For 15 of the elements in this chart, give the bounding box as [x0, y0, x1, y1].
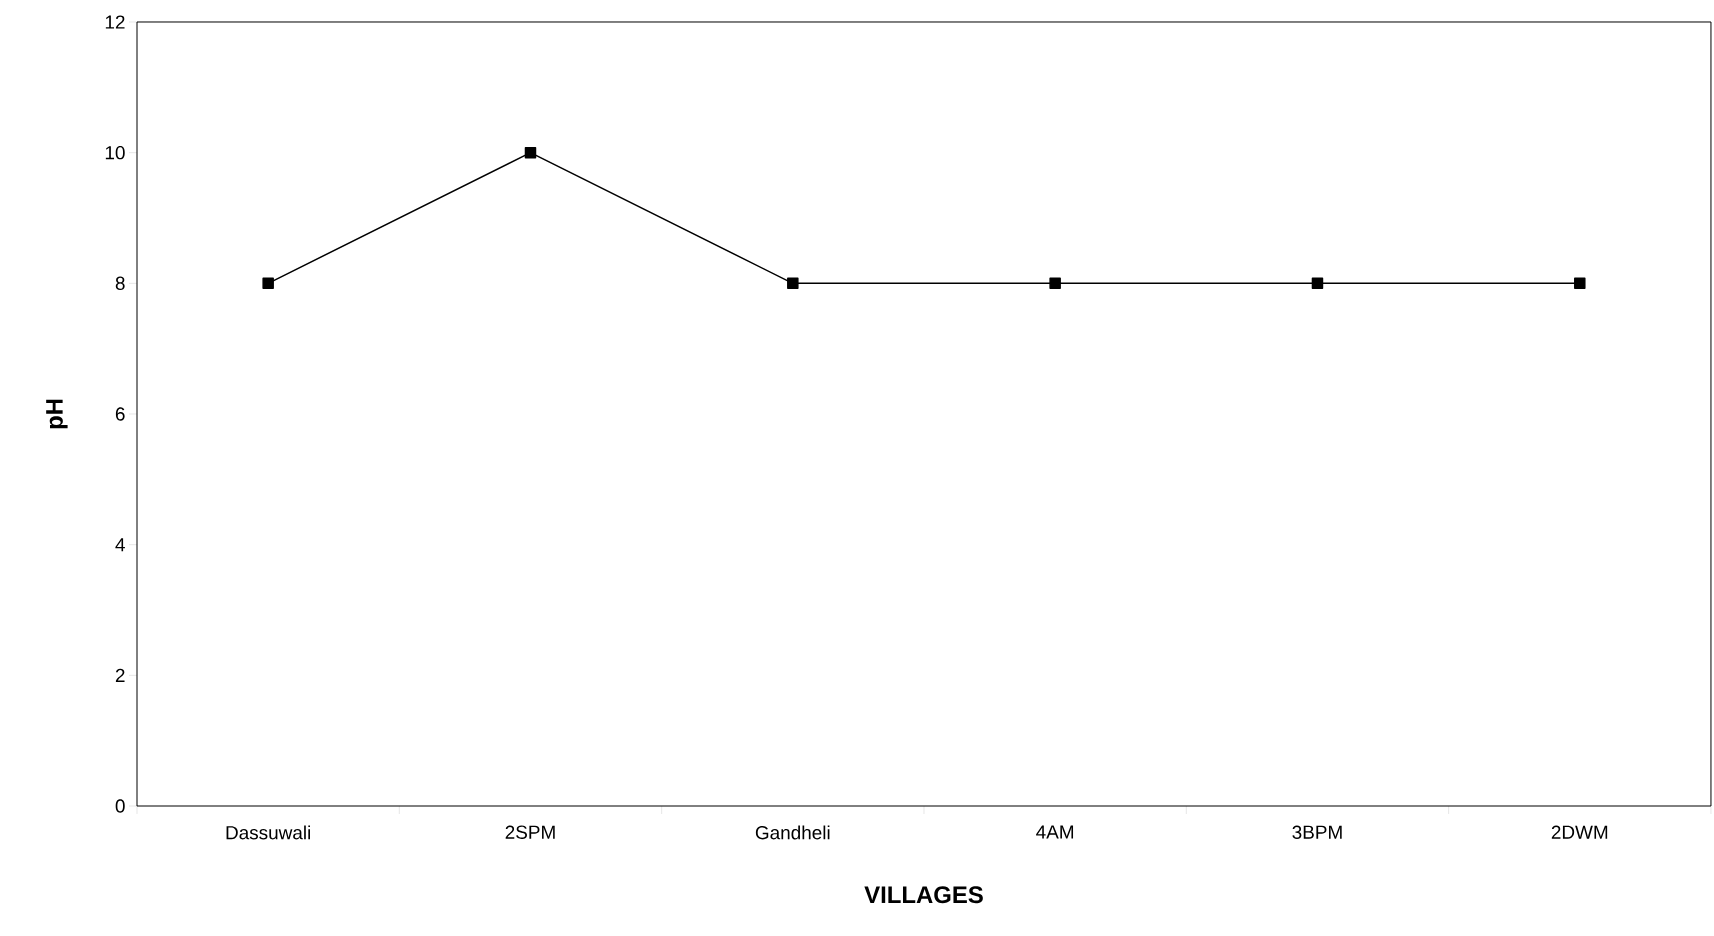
x-tick-label: 3BPM	[1292, 825, 1342, 839]
x-axis-title: VILLAGES	[864, 886, 983, 904]
y-tick-label: 4	[115, 538, 125, 552]
y-tick-label: 6	[115, 407, 125, 421]
y-tick-label: 10	[105, 145, 125, 160]
y-tick-label: 0	[115, 799, 125, 813]
y-tick-label: 12	[105, 15, 125, 29]
x-tick-label: 2DWM	[1551, 825, 1608, 839]
y-tick-label: 8	[115, 276, 125, 291]
x-tick-label: 2SPM	[505, 825, 555, 839]
x-tick-label: Gandheli	[755, 825, 830, 840]
y-axis-title: pH	[46, 399, 68, 429]
x-tick-label: 4AM	[1036, 825, 1074, 839]
y-tick-label: 2	[115, 668, 125, 682]
x-tick-label: Dassuwali	[226, 825, 310, 840]
